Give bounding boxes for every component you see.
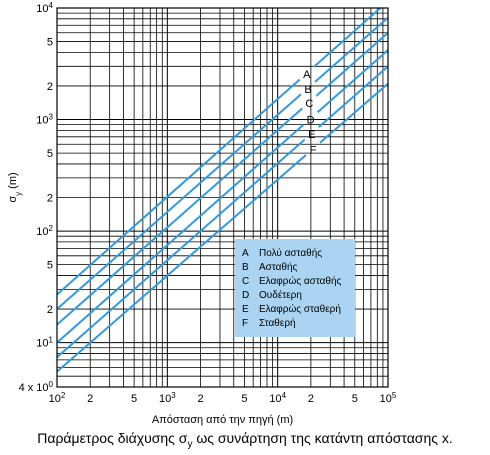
y-tick-label: 5: [47, 37, 53, 49]
y-tick-label: 4 x 100: [19, 380, 54, 395]
series-line-d: [56, 123, 305, 344]
caption-suffix: ως συνάρτηση της κατάντη απόστασης x.: [192, 430, 453, 446]
series-line-f: [56, 154, 307, 373]
figure-caption: Παράμετρος διάχυσης σy ως συνάρτηση της …: [0, 430, 490, 450]
y-tick-label: 104: [36, 1, 53, 16]
legend-text-a: Πολύ ασταθής: [259, 247, 322, 259]
x-tick-labels: 102 2 5 103 2 5 104 2 5 105: [49, 391, 397, 406]
legend-key-b: B: [242, 262, 249, 273]
legend-key-d: D: [242, 290, 249, 301]
plot-frame: [56, 7, 389, 388]
series-lines: [56, 7, 389, 373]
legend-text-e: Ελαφρώς σταθερή: [259, 303, 341, 315]
x-tick-label: 102: [49, 391, 66, 406]
legend: A Πολύ ασταθής B Ασταθής C Ελαφρώς ασταθής D Ου…: [235, 239, 355, 337]
series-line-c: [56, 107, 303, 326]
y-tick-label: 102: [36, 224, 53, 239]
x-tick-label: 5: [131, 393, 137, 405]
y-tick-label: 101: [36, 335, 53, 350]
legend-key-e: E: [242, 304, 249, 315]
series-line-c-end: [315, 31, 389, 97]
y-axis-label-sub: y: [14, 192, 23, 196]
series-label-f: F: [310, 145, 317, 157]
series-label-c: C: [305, 98, 313, 110]
y-tick-label: 2: [47, 193, 53, 205]
y-axis-label-unit: (m): [7, 172, 19, 192]
legend-key-f: F: [242, 318, 248, 329]
legend-key-c: C: [242, 276, 249, 287]
x-tick-label: 2: [197, 393, 203, 405]
series-label-b: B: [304, 84, 311, 96]
dispersion-chart: 102 2 5 103 2 5 104 2 5 105 4 x 100 101 2 5 102 2 5 103 2…: [7, 1, 397, 427]
series-line-b-end: [314, 16, 389, 83]
series-line-b: [56, 93, 302, 310]
legend-box: [235, 239, 355, 337]
x-axis-label: Απόσταση από την πηγή (m): [152, 414, 293, 426]
series-line-a: [56, 78, 301, 296]
series-label-a: A: [303, 69, 311, 81]
legend-key-a: A: [242, 248, 249, 259]
x-tick-label: 105: [380, 391, 397, 406]
y-axis-label-main: σ: [7, 196, 19, 203]
series-line-e-end: [318, 65, 389, 128]
series-label-d: D: [307, 114, 315, 126]
x-tick-label: 104: [269, 391, 286, 406]
x-tick-label: 2: [308, 393, 314, 405]
caption-prefix: Παράμετρος διάχυσης σ: [37, 430, 188, 446]
x-tick-label: 5: [241, 393, 247, 405]
legend-text-f: Σταθερή: [259, 317, 296, 329]
series-line-e: [56, 138, 306, 358]
y-tick-labels: 4 x 100 101 2 5 102 2 5 103 2 5 104: [19, 1, 54, 395]
series-label-e: E: [308, 129, 315, 141]
legend-text-b: Ασταθής: [259, 261, 298, 273]
caption-sub: y: [187, 438, 193, 450]
x-tick-label: 103: [159, 391, 176, 406]
y-tick-label: 5: [47, 260, 53, 272]
y-tick-label: 2: [47, 81, 53, 93]
y-tick-label: 5: [47, 148, 53, 160]
y-tick-label: 103: [36, 112, 53, 127]
legend-text-c: Ελαφρώς ασταθής: [259, 275, 342, 287]
series-line-f-end: [319, 82, 389, 144]
legend-text-d: Ουδέτερη: [259, 289, 302, 301]
x-tick-label: 2: [87, 393, 93, 405]
series-line-a-end: [313, 7, 382, 68]
x-tick-label: 5: [352, 393, 358, 405]
series-line-d-end: [316, 49, 389, 114]
y-axis-label: σy (m): [7, 172, 23, 202]
y-tick-label: 2: [47, 304, 53, 316]
